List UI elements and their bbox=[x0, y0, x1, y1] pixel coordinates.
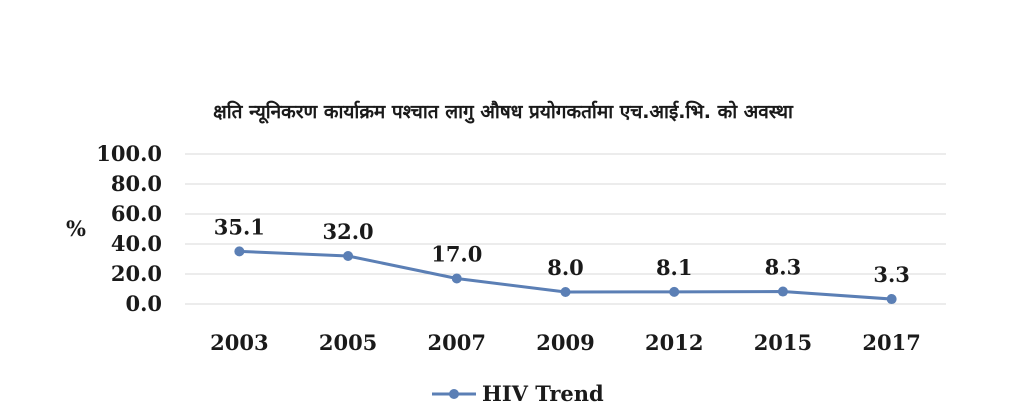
y-tick-label: 80.0 bbox=[111, 171, 162, 196]
y-tick-label: 40.0 bbox=[111, 231, 162, 256]
data-label: 17.0 bbox=[431, 242, 482, 267]
y-axis-ticks: 0.0 20.0 40.0 60.0 80.0 100.0 bbox=[96, 141, 162, 316]
data-point bbox=[343, 251, 354, 261]
y-tick-label: 0.0 bbox=[125, 291, 162, 316]
data-labels: 35.1 32.0 17.0 8.0 8.1 8.3 3.3 bbox=[214, 214, 910, 287]
data-label: 8.0 bbox=[547, 255, 584, 280]
data-label: 8.1 bbox=[656, 255, 693, 280]
data-point bbox=[451, 273, 462, 284]
x-tick-label: 2015 bbox=[754, 330, 812, 355]
legend-marker bbox=[449, 389, 459, 399]
x-axis-ticks: 2003 2005 2007 2009 2012 2015 2017 bbox=[210, 330, 921, 355]
x-tick-label: 2003 bbox=[210, 330, 268, 355]
data-point bbox=[777, 286, 788, 297]
x-tick-label: 2007 bbox=[428, 330, 486, 355]
legend: HIV Trend bbox=[432, 381, 604, 406]
y-tick-label: 20.0 bbox=[111, 261, 162, 286]
y-tick-label: 100.0 bbox=[96, 141, 162, 166]
chart-title: क्षति न्यूनिकरण कार्याक्रम पश्चात लागु औ… bbox=[213, 100, 794, 124]
y-axis-label: % bbox=[66, 216, 86, 241]
data-label: 3.3 bbox=[873, 262, 910, 287]
gridlines bbox=[185, 153, 946, 305]
x-tick-label: 2005 bbox=[319, 330, 377, 355]
series-layer bbox=[234, 246, 897, 305]
x-tick-label: 2009 bbox=[536, 330, 594, 355]
data-label: 32.0 bbox=[322, 219, 373, 244]
legend-label: HIV Trend bbox=[482, 381, 604, 406]
data-point bbox=[234, 246, 245, 257]
data-label: 35.1 bbox=[214, 214, 265, 239]
data-point bbox=[669, 286, 680, 297]
data-label: 8.3 bbox=[765, 255, 802, 280]
y-tick-label: 60.0 bbox=[111, 201, 162, 226]
data-point bbox=[886, 294, 897, 305]
x-tick-label: 2012 bbox=[645, 330, 703, 355]
x-tick-label: 2017 bbox=[862, 330, 920, 355]
data-point bbox=[560, 287, 571, 297]
